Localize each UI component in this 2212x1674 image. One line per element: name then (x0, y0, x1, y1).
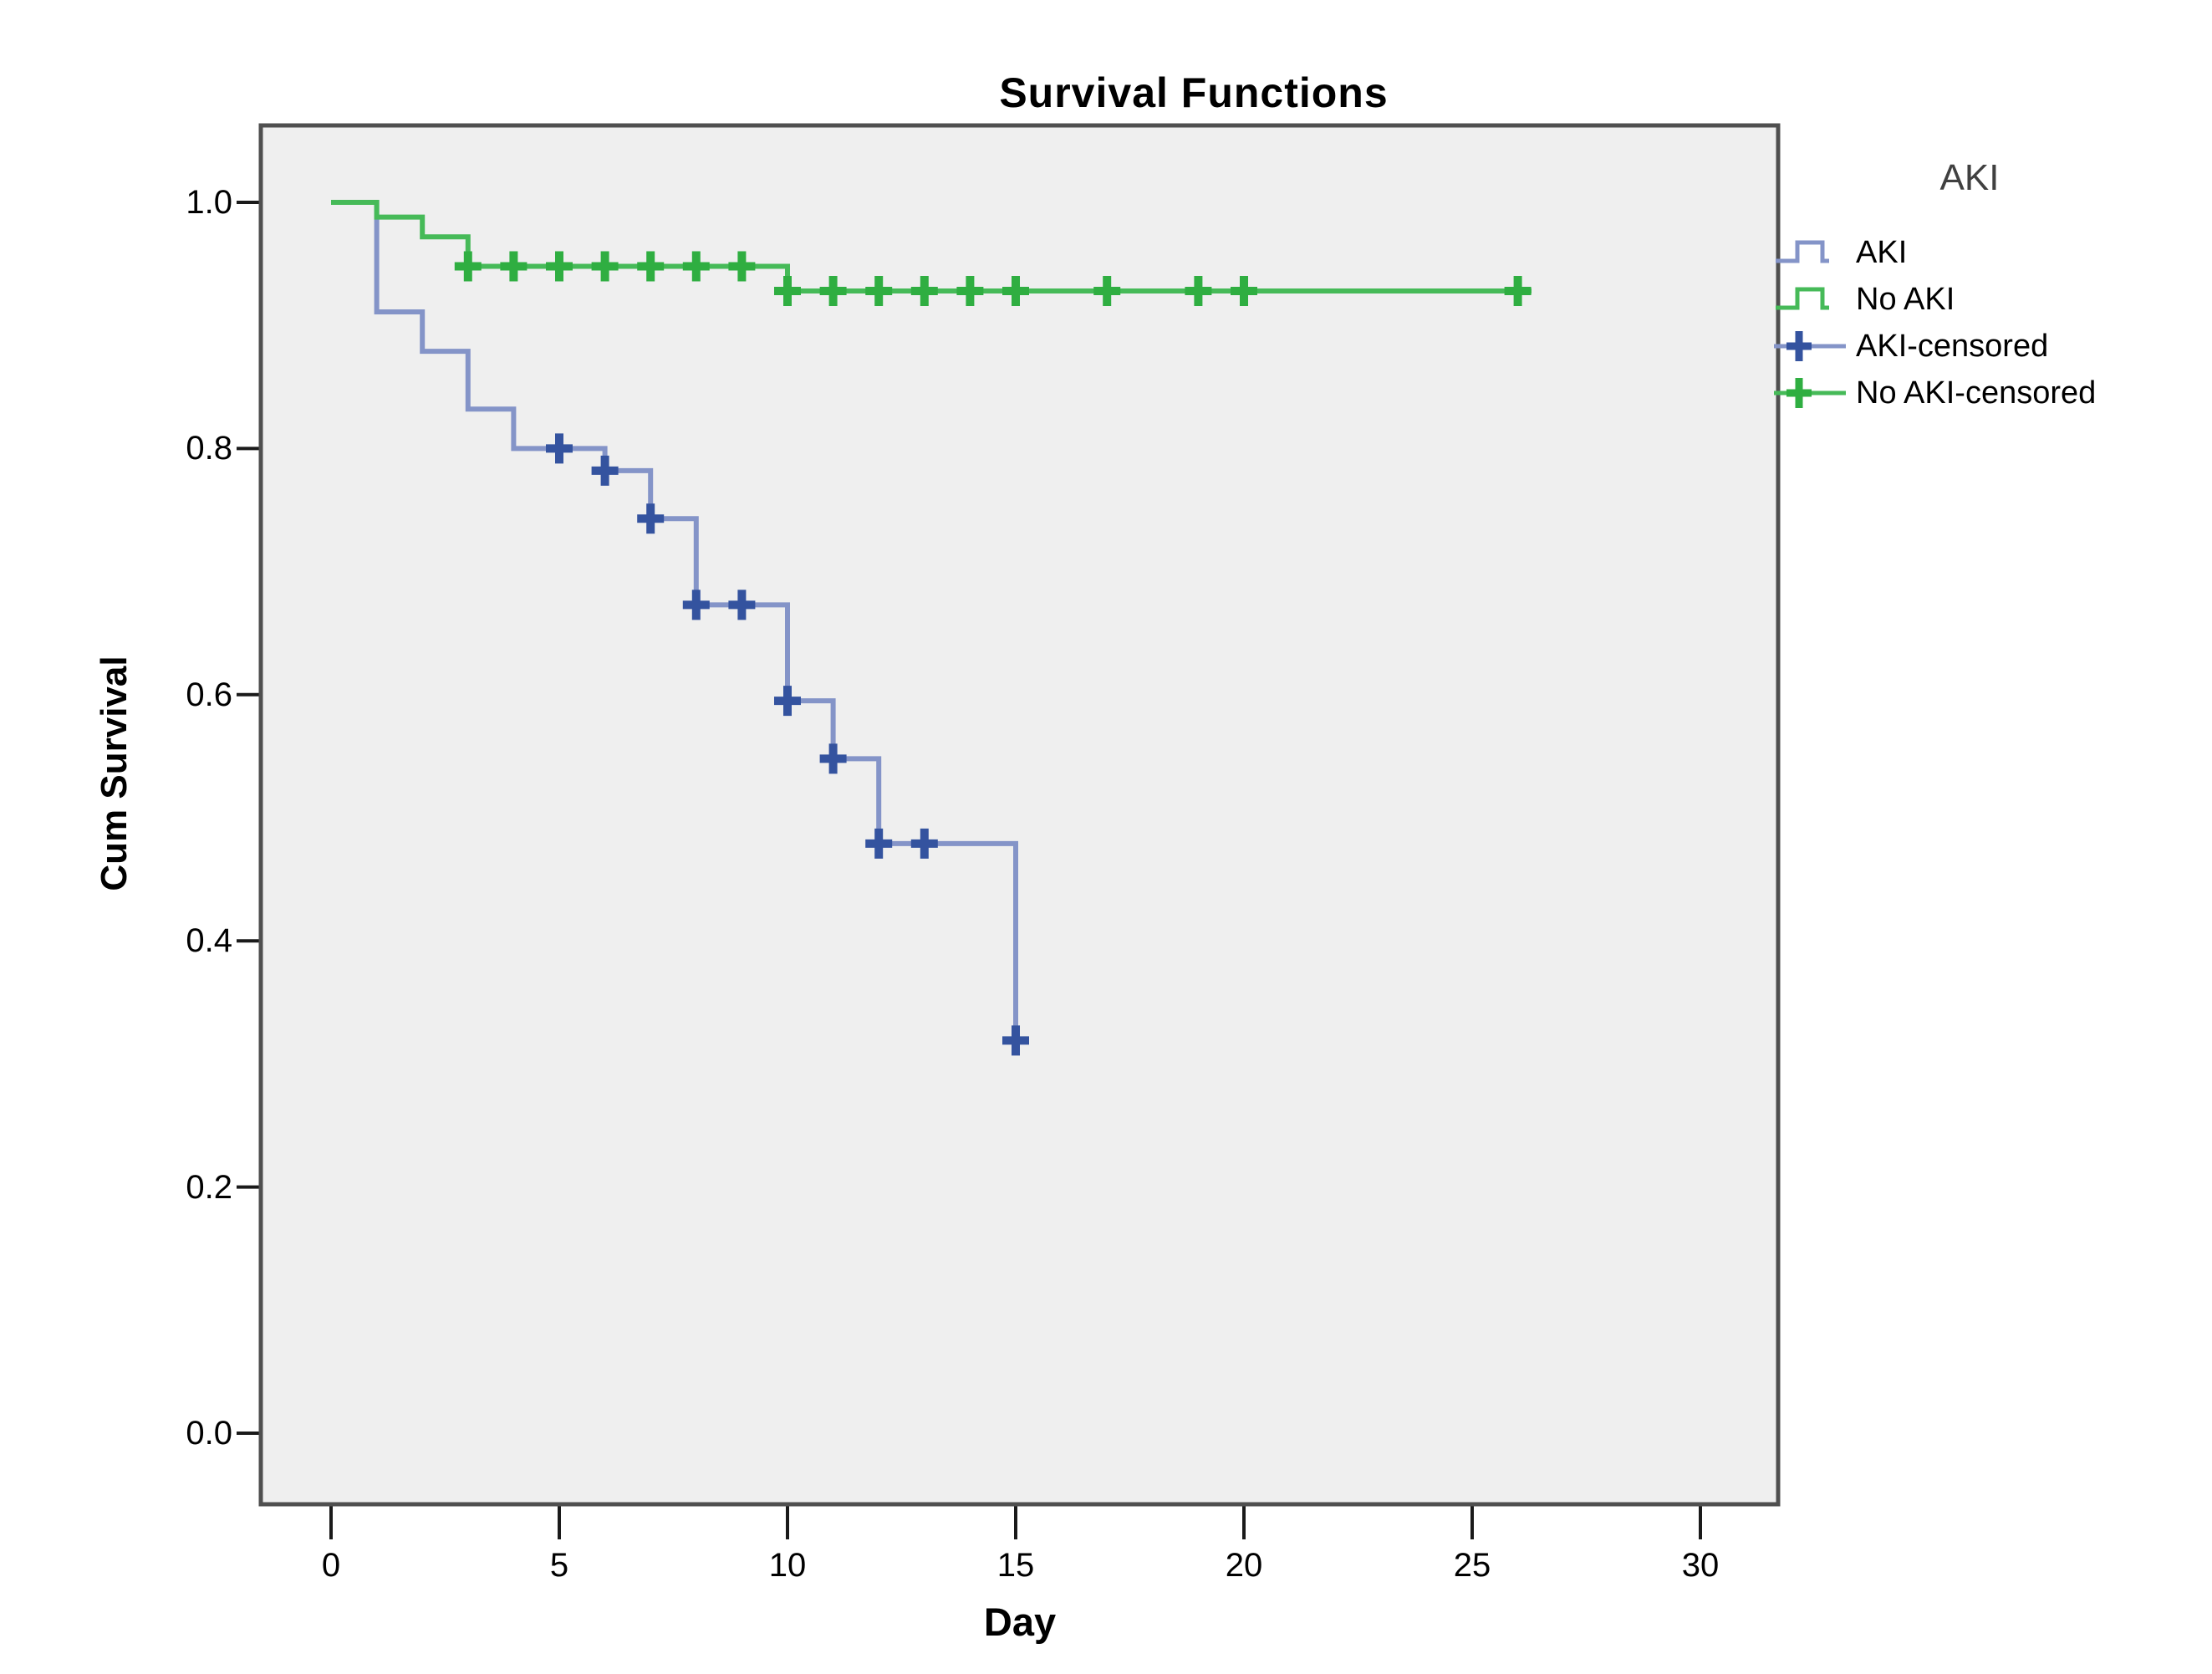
censor-plus-icon (1774, 378, 1846, 408)
legend-item-aki-censored: AKI-censored (1774, 323, 2096, 370)
x-tick-label-10: 10 (768, 1547, 807, 1584)
legend-item-no-aki: No AKI (1774, 276, 2096, 323)
step-line-icon (1776, 240, 1829, 263)
y-tick-label-0.6: 0.6 (186, 676, 232, 713)
legend-item-label: No AKI-censored (1856, 375, 2097, 411)
legend-item-label: No AKI (1856, 281, 1955, 317)
x-tick-label-25: 25 (1453, 1547, 1491, 1584)
legend-item-aki: AKI (1774, 229, 2096, 276)
x-tick-label-15: 15 (996, 1547, 1035, 1584)
legend: AKI No AKI AKI-censored No AKI-censored (1774, 229, 2096, 416)
plot-frame (258, 123, 1781, 1507)
legend-item-label: AKI (1856, 234, 1908, 270)
chart-title: Survival Functions (999, 69, 1389, 116)
legend-item-no-aki-censored: No AKI-censored (1774, 370, 2096, 416)
y-tick-label-0.8: 0.8 (186, 430, 232, 467)
y-tick-label-0.4: 0.4 (186, 922, 232, 960)
aki-curve (331, 200, 1018, 1041)
censor-plus-icon (1774, 331, 1846, 361)
x-tick-label-20: 20 (1225, 1547, 1263, 1584)
legend-title: AKI (1939, 157, 2000, 198)
y-tick-label-0.0: 0.0 (186, 1415, 232, 1452)
x-tick-label-0: 0 (321, 1547, 341, 1584)
plot-background (261, 125, 1778, 1504)
y-axis-title: Cum Survival (94, 656, 135, 891)
y-tick-label-1.0: 1.0 (186, 184, 232, 221)
x-axis-title: Day (983, 1600, 1057, 1644)
legend-item-label: AKI-censored (1856, 328, 2049, 364)
y-tick-label-0.2: 0.2 (186, 1168, 232, 1206)
x-tick-label-30: 30 (1681, 1547, 1720, 1584)
x-tick-label-5: 5 (549, 1547, 569, 1584)
step-line-icon (1776, 287, 1829, 310)
